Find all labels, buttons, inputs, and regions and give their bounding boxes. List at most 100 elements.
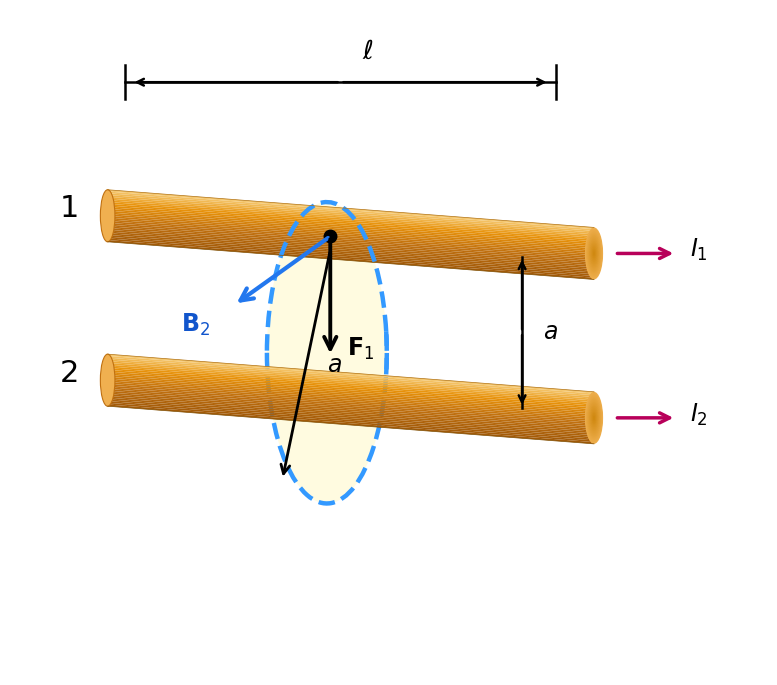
- Polygon shape: [108, 366, 594, 406]
- Ellipse shape: [587, 396, 601, 440]
- Ellipse shape: [593, 251, 595, 256]
- Text: $\mathbf{F}_1$: $\mathbf{F}_1$: [347, 336, 375, 362]
- Polygon shape: [108, 229, 594, 269]
- Ellipse shape: [267, 202, 387, 503]
- Ellipse shape: [585, 393, 603, 443]
- Polygon shape: [108, 364, 594, 404]
- Polygon shape: [108, 356, 594, 395]
- Polygon shape: [108, 219, 594, 259]
- Polygon shape: [108, 382, 594, 421]
- Text: $I_2$: $I_2$: [690, 401, 708, 427]
- Ellipse shape: [588, 236, 600, 271]
- Ellipse shape: [100, 354, 115, 406]
- Ellipse shape: [593, 415, 595, 421]
- Polygon shape: [108, 240, 594, 279]
- Polygon shape: [108, 360, 594, 399]
- Polygon shape: [108, 389, 594, 428]
- Polygon shape: [108, 192, 594, 231]
- Polygon shape: [108, 375, 594, 414]
- Ellipse shape: [588, 402, 600, 434]
- Ellipse shape: [585, 229, 603, 278]
- Polygon shape: [108, 386, 594, 425]
- Ellipse shape: [587, 232, 601, 275]
- Polygon shape: [108, 393, 594, 432]
- Ellipse shape: [585, 392, 603, 444]
- Ellipse shape: [591, 409, 598, 427]
- Polygon shape: [108, 387, 594, 427]
- Text: $a$: $a$: [542, 320, 558, 345]
- Ellipse shape: [593, 249, 595, 258]
- Polygon shape: [108, 371, 594, 411]
- Polygon shape: [108, 214, 594, 253]
- Ellipse shape: [585, 227, 603, 279]
- Ellipse shape: [589, 239, 599, 268]
- Polygon shape: [108, 216, 594, 256]
- Text: $\mathbf{B}_2$: $\mathbf{B}_2$: [181, 312, 211, 338]
- Polygon shape: [108, 397, 594, 437]
- Polygon shape: [108, 218, 594, 257]
- Ellipse shape: [588, 401, 600, 435]
- Text: $I_1$: $I_1$: [690, 237, 708, 263]
- Text: 1: 1: [60, 195, 79, 223]
- Polygon shape: [108, 221, 594, 260]
- Polygon shape: [108, 233, 594, 273]
- Polygon shape: [108, 223, 594, 262]
- Ellipse shape: [590, 240, 598, 266]
- Polygon shape: [108, 354, 594, 394]
- Ellipse shape: [590, 242, 598, 265]
- Polygon shape: [108, 209, 594, 248]
- Polygon shape: [108, 384, 594, 423]
- Polygon shape: [108, 195, 594, 234]
- Polygon shape: [108, 378, 594, 418]
- Polygon shape: [108, 212, 594, 251]
- Text: $\ell$: $\ell$: [362, 39, 374, 65]
- Ellipse shape: [592, 412, 596, 423]
- Ellipse shape: [586, 230, 602, 277]
- Polygon shape: [108, 202, 594, 241]
- Polygon shape: [108, 210, 594, 250]
- Polygon shape: [108, 232, 594, 271]
- Ellipse shape: [589, 403, 599, 432]
- Polygon shape: [108, 390, 594, 430]
- Text: $a$: $a$: [327, 353, 342, 377]
- Ellipse shape: [592, 411, 596, 424]
- Ellipse shape: [591, 245, 598, 262]
- Ellipse shape: [592, 247, 596, 260]
- Polygon shape: [108, 404, 594, 444]
- Polygon shape: [108, 396, 594, 435]
- Polygon shape: [108, 199, 594, 238]
- Ellipse shape: [586, 395, 602, 441]
- Ellipse shape: [100, 190, 115, 242]
- Ellipse shape: [591, 243, 598, 264]
- Ellipse shape: [590, 405, 598, 431]
- Polygon shape: [108, 377, 594, 416]
- Polygon shape: [108, 235, 594, 274]
- Ellipse shape: [587, 234, 601, 273]
- Polygon shape: [108, 225, 594, 264]
- Polygon shape: [108, 373, 594, 412]
- Ellipse shape: [587, 235, 601, 272]
- Ellipse shape: [592, 248, 596, 259]
- Ellipse shape: [590, 406, 598, 429]
- Ellipse shape: [591, 410, 597, 425]
- Polygon shape: [108, 401, 594, 440]
- Text: 2: 2: [60, 359, 79, 388]
- Polygon shape: [108, 197, 594, 236]
- Polygon shape: [108, 207, 594, 247]
- Ellipse shape: [591, 246, 597, 261]
- Polygon shape: [108, 368, 594, 408]
- Polygon shape: [108, 193, 594, 233]
- Polygon shape: [108, 363, 594, 402]
- Polygon shape: [108, 226, 594, 266]
- Polygon shape: [108, 190, 594, 229]
- Polygon shape: [108, 236, 594, 276]
- Ellipse shape: [593, 414, 595, 422]
- Ellipse shape: [591, 408, 598, 428]
- Polygon shape: [108, 203, 594, 243]
- Ellipse shape: [587, 397, 601, 438]
- Ellipse shape: [587, 399, 601, 436]
- Ellipse shape: [587, 233, 601, 274]
- Polygon shape: [108, 399, 594, 438]
- Polygon shape: [108, 228, 594, 267]
- Polygon shape: [108, 238, 594, 277]
